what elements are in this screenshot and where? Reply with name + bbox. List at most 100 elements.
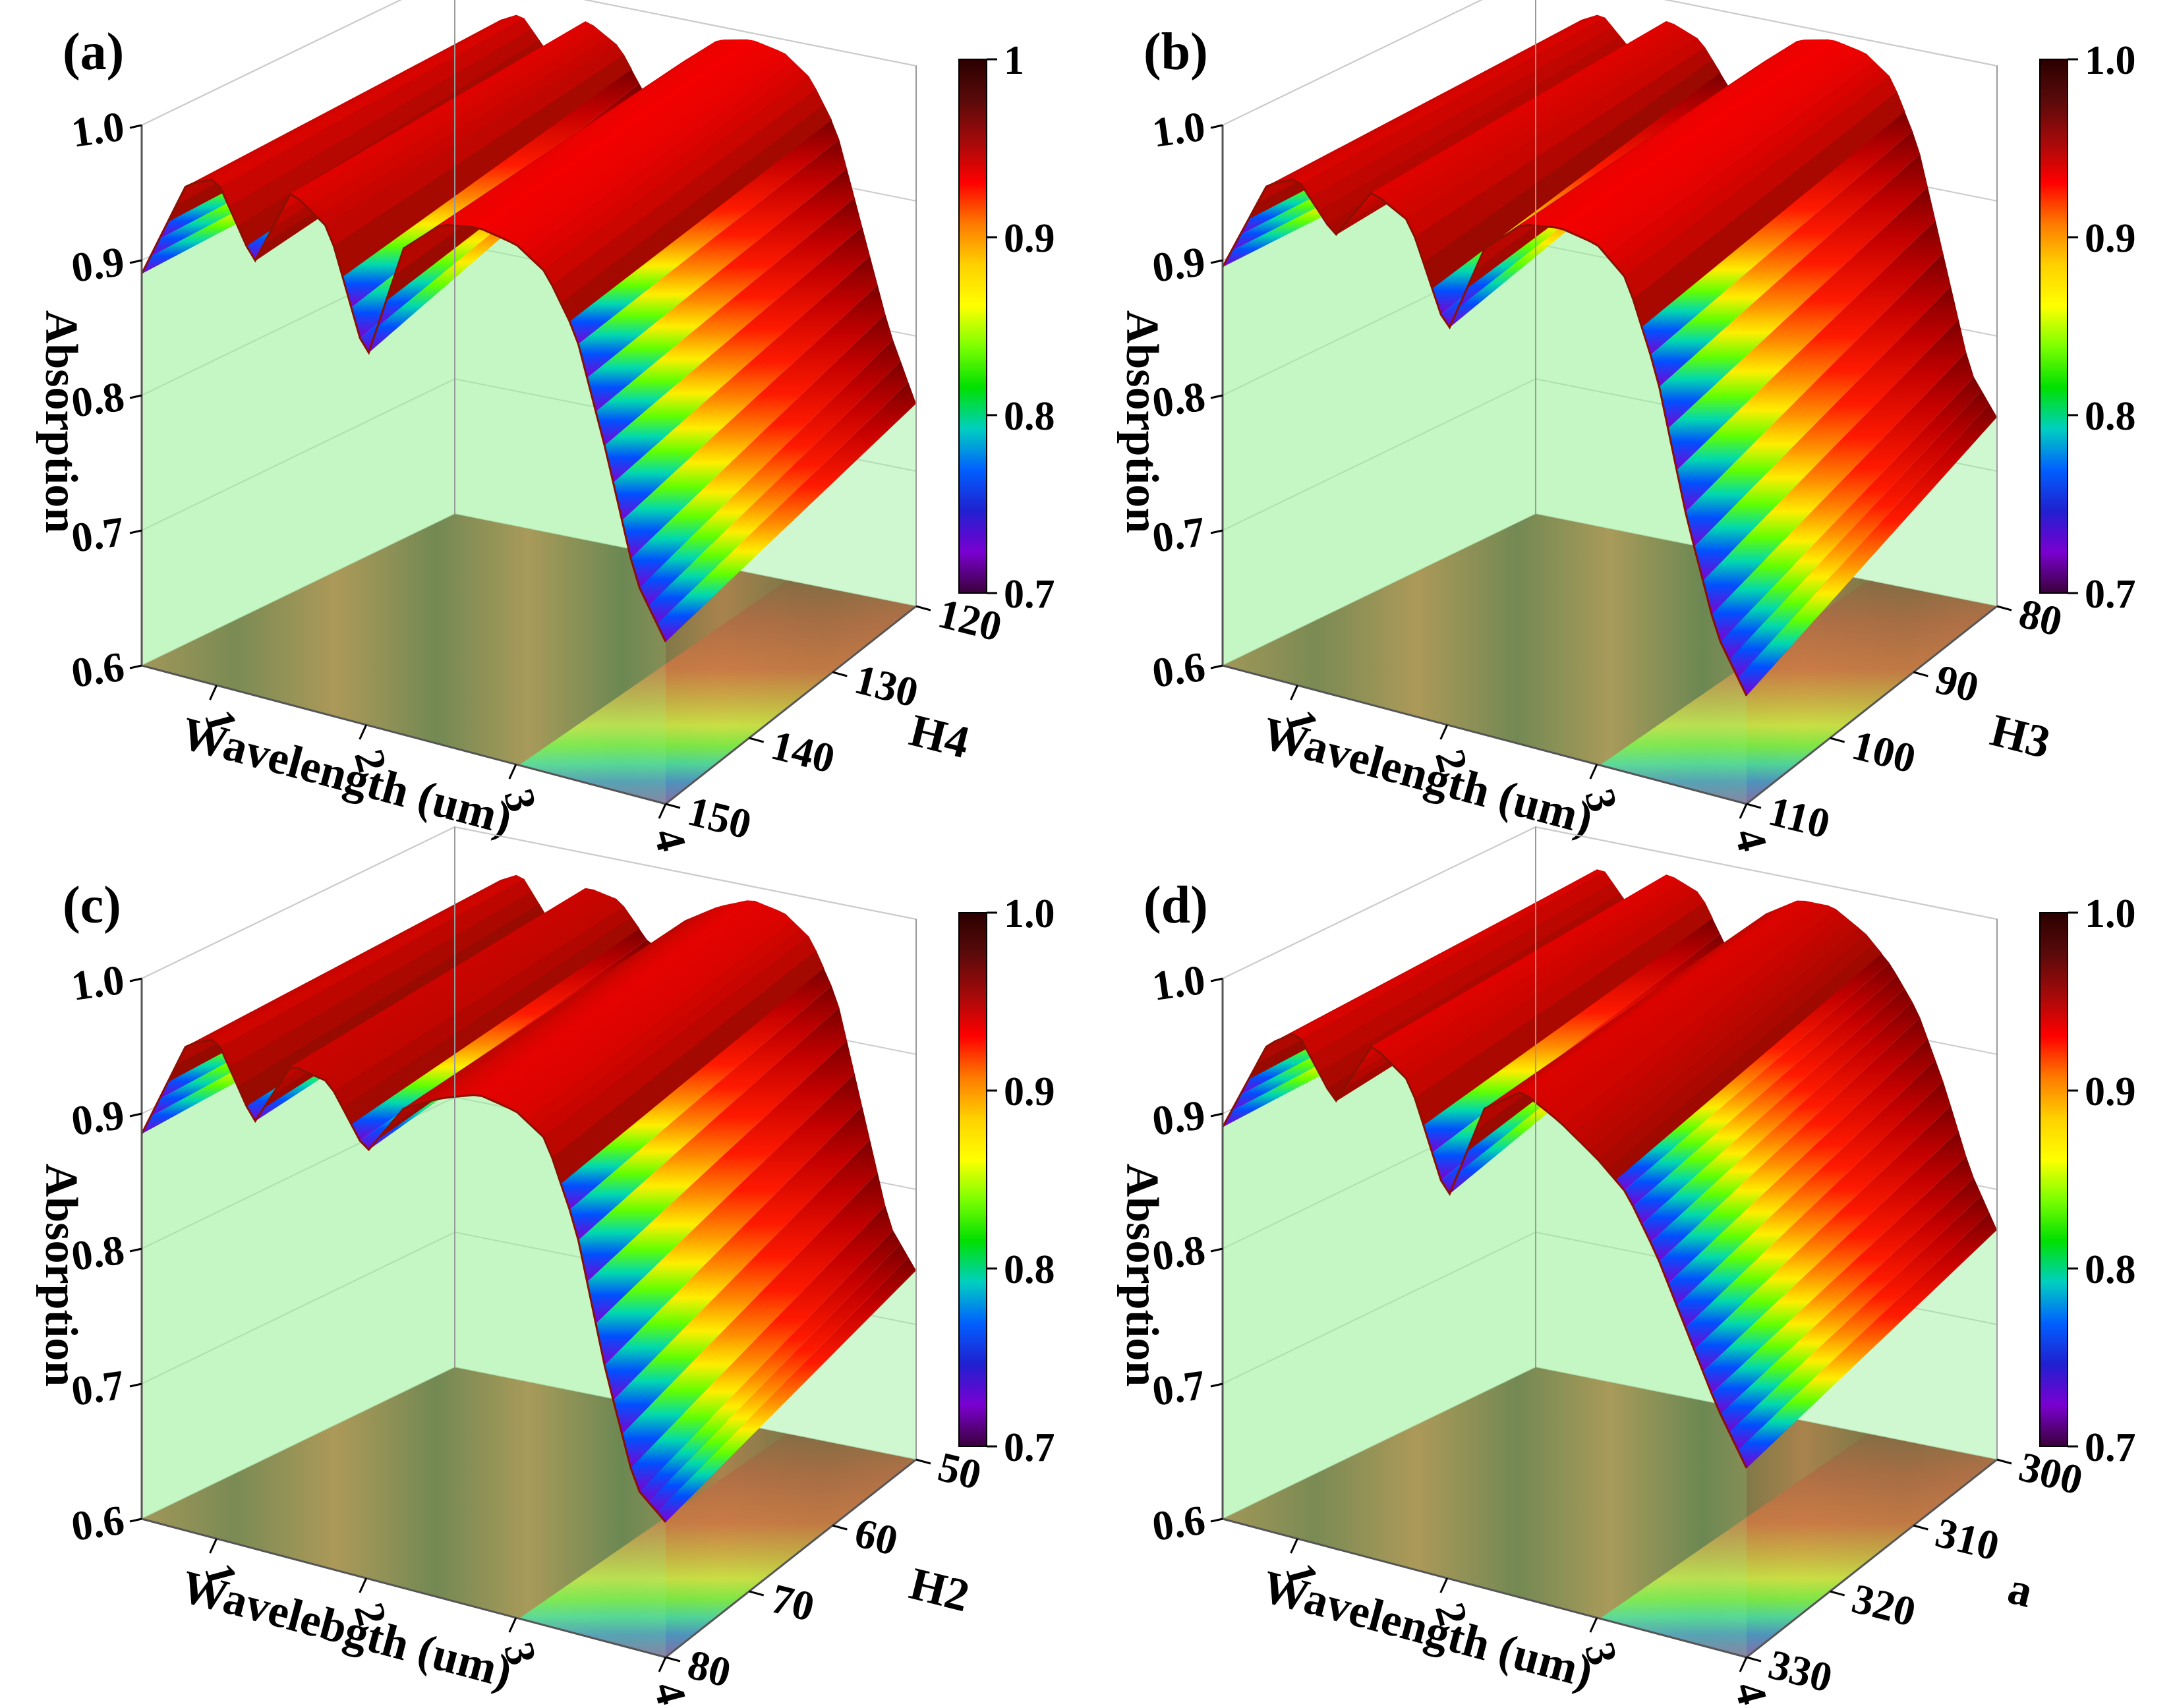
x-tick-mark	[1290, 1538, 1298, 1554]
surface-strip	[622, 1172, 886, 1468]
x-tick-mark	[209, 1538, 217, 1554]
z-tick-mark	[1210, 1518, 1223, 1523]
x-tick-mark	[1739, 1657, 1748, 1672]
y-tick-mark	[1746, 803, 1762, 809]
surface-strip	[569, 985, 840, 1241]
surface-strip	[648, 361, 909, 624]
x-tick-mark	[209, 685, 217, 700]
panel-d: 0.60.70.80.91.01234300310320330Absorptio…	[1116, 826, 2136, 1708]
surface-strip	[1729, 1195, 1990, 1450]
z-tick-label: 0.8	[69, 1226, 127, 1280]
front-curtain	[142, 1039, 666, 1657]
colorbar-tick-label: 0.7	[1004, 572, 1055, 617]
z-tick-label: 0.9	[69, 238, 127, 291]
panel-label: (b)	[1144, 23, 1208, 81]
colorbar-tick-label: 1.0	[2085, 38, 2136, 83]
surface-strip	[1685, 1081, 1951, 1350]
colorbar-tick-label: 0.7	[2085, 572, 2136, 617]
x-tick-mark	[359, 724, 368, 740]
x-tick-mark	[1589, 764, 1598, 780]
z-tick-mark	[1210, 664, 1223, 669]
panel-label: (c)	[63, 876, 121, 934]
surface-strip	[596, 1073, 863, 1365]
panel-c: 0.60.70.80.91.0123450607080AbsorptionWav…	[36, 826, 1055, 1708]
y-tick-label: 90	[1931, 656, 1983, 711]
z-tick-label: 0.6	[69, 643, 127, 697]
z-grid-back	[1535, 826, 1998, 920]
colorbar-tick-label: 0.8	[1004, 1247, 1055, 1292]
front-curtain	[1223, 1034, 1747, 1657]
x-tick-mark	[1439, 1578, 1449, 1593]
surface-strip	[578, 139, 847, 378]
z-tick-mark	[129, 124, 142, 129]
surface-strip	[631, 314, 893, 588]
z-tick-label: 0.6	[69, 1496, 127, 1550]
surface-strip	[1650, 130, 1921, 387]
surface-strip	[1642, 111, 1913, 355]
surface-strip	[1729, 390, 1990, 678]
surface-strip	[639, 339, 901, 606]
z-tick-label: 1.0	[69, 103, 127, 156]
y-axis-line	[1746, 605, 1998, 805]
y-axis-title: H3	[1986, 705, 2055, 768]
surface-strip	[587, 168, 855, 412]
z-tick-label: 1.0	[1149, 103, 1208, 156]
surface-strip	[1650, 1002, 1921, 1262]
x-tick-mark	[658, 803, 667, 819]
surface-strip	[656, 1257, 916, 1522]
surface-strip	[631, 1205, 893, 1492]
z-tick-mark	[129, 1518, 142, 1523]
y-tick-mark	[665, 803, 681, 809]
surface-strip	[1659, 1017, 1928, 1284]
z-tick-label: 0.8	[1149, 373, 1208, 426]
panel-label: (a)	[63, 23, 124, 81]
y-tick-label: 120	[934, 590, 1006, 650]
z-tick-label: 0.6	[1149, 643, 1208, 697]
z-tick-mark	[129, 529, 142, 534]
colorbar-tick-label: 0.9	[1004, 216, 1055, 261]
surface-front-edge	[140, 1039, 667, 1523]
y-tick-label: 80	[2015, 590, 2067, 645]
y-tick-label: 50	[934, 1443, 986, 1498]
y-tick-mark	[1830, 1590, 1845, 1597]
surface-strip	[1642, 988, 1913, 1243]
x-tick-mark	[508, 1617, 517, 1633]
y-tick-label: 300	[2015, 1443, 2087, 1504]
surface-front-edge	[140, 179, 667, 642]
x-tick-mark	[508, 764, 517, 780]
z-tick-label: 0.7	[1149, 508, 1208, 561]
z-tick-label: 0.7	[69, 508, 127, 561]
right-curtain	[1747, 417, 1997, 804]
surface-strip	[1720, 1178, 1982, 1433]
x-axis-line	[141, 664, 666, 805]
surface-strip	[1667, 1039, 1936, 1306]
z-tick-label: 0.9	[1149, 238, 1208, 291]
x-tick-mark	[1290, 685, 1298, 700]
surface-strip	[561, 968, 832, 1210]
y-tick-mark	[915, 605, 931, 612]
surface-strip	[1720, 377, 1982, 660]
z-tick-label: 0.7	[69, 1361, 127, 1415]
z-axis-title: Absorption	[1116, 1164, 1167, 1386]
z-axis-title: Absorption	[36, 310, 86, 533]
surface-strip	[1677, 220, 1944, 512]
y-axis-line	[665, 605, 917, 805]
z-tick-mark	[1210, 259, 1223, 264]
right-curtain	[666, 403, 916, 804]
z-tick-mark	[129, 1112, 142, 1118]
surface-strip	[1633, 975, 1905, 1224]
y-tick-label: 70	[767, 1575, 819, 1630]
y-tick-mark	[832, 1524, 848, 1531]
x-axis-line	[1222, 1518, 1747, 1659]
z-tick-mark	[1210, 124, 1223, 129]
z-tick-mark	[1210, 1382, 1223, 1388]
y-tick-mark	[1996, 605, 2012, 612]
surface-strip	[648, 1243, 909, 1512]
right-curtain	[666, 1270, 916, 1657]
y-tick-mark	[1746, 1656, 1762, 1663]
surface-strip	[351, 928, 647, 1141]
surface-front-edge	[1221, 179, 1748, 697]
z-tick-label: 1.0	[1149, 956, 1208, 1010]
panel-a: 0.60.70.80.91.01234120130140150Absorptio…	[36, 0, 1055, 856]
